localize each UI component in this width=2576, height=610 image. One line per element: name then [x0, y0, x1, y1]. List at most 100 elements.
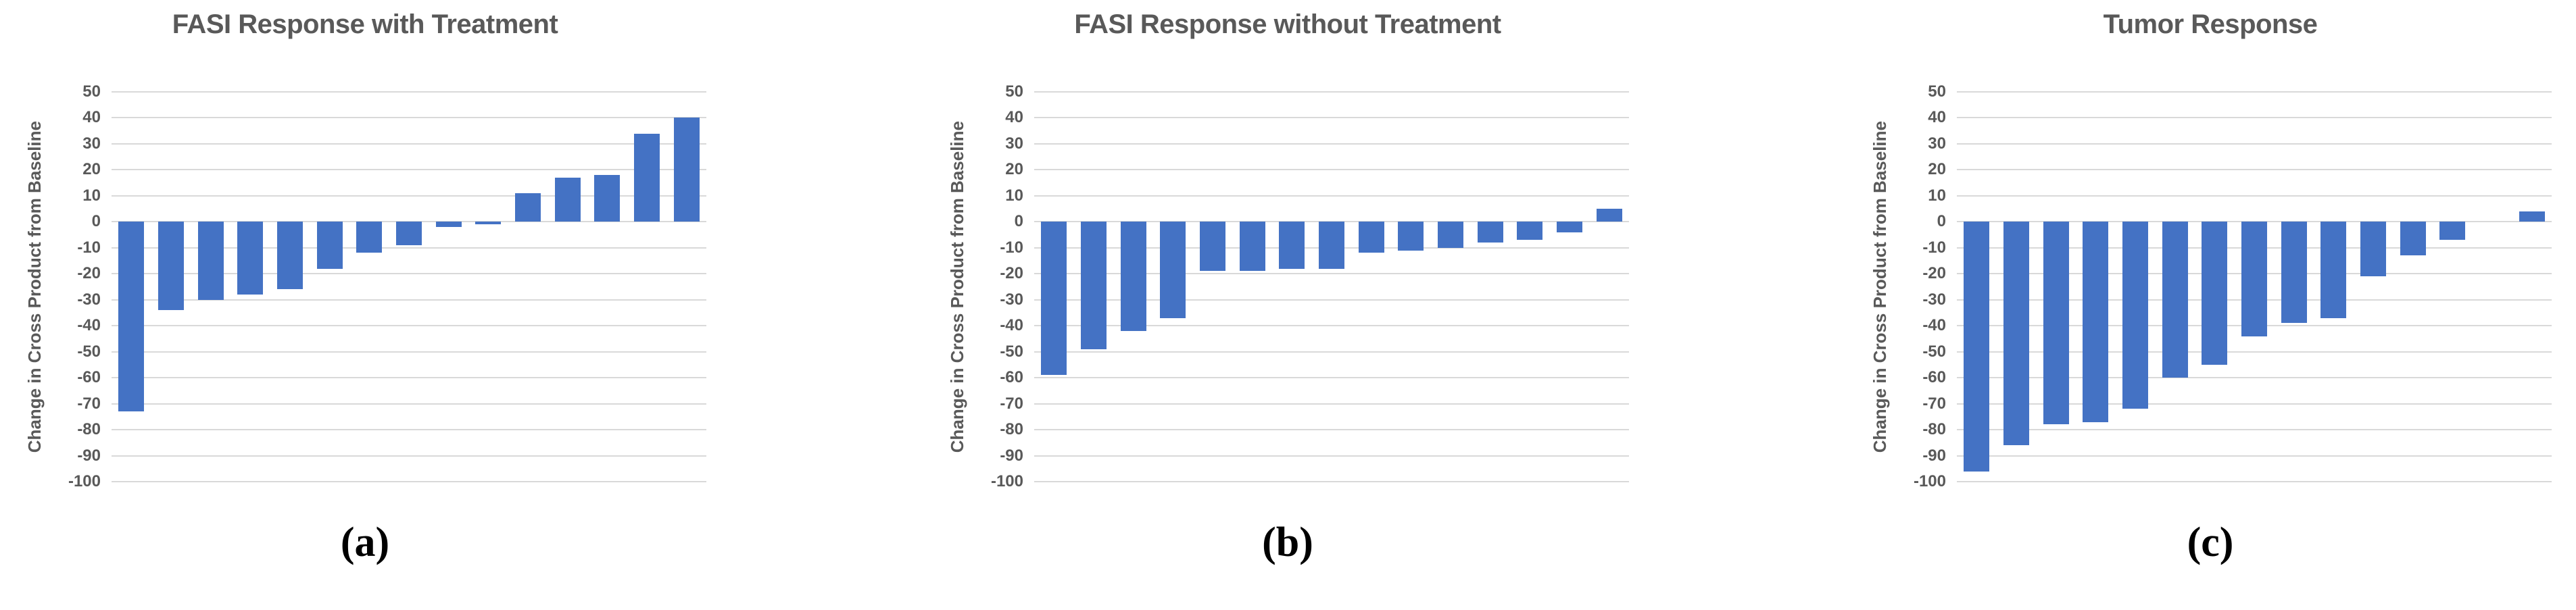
bar [475, 222, 502, 225]
bar [594, 175, 621, 222]
bar [2281, 222, 2307, 324]
gridline [1034, 299, 1629, 301]
y-tick-label: 10 [1928, 186, 1946, 205]
y-tick-label: -30 [1922, 290, 1946, 309]
gridline [112, 481, 706, 482]
bar [673, 118, 700, 222]
bar [634, 133, 660, 222]
bar [1279, 222, 1305, 269]
y-axis-label-text: Change in Cross Product from Baseline [946, 120, 967, 453]
y-tick-label: 0 [1937, 212, 1946, 231]
bar [2202, 222, 2228, 365]
y-tick-label: -90 [1000, 446, 1023, 465]
chart-caption: (c) [2187, 519, 2234, 565]
gridline [112, 195, 706, 197]
y-tick-label: -80 [77, 420, 101, 439]
bar [2003, 222, 2029, 446]
y-tick-label: -10 [1000, 238, 1023, 257]
y-tick-label: -40 [1922, 316, 1946, 335]
gridline [1957, 91, 2552, 93]
bar [2162, 222, 2188, 378]
y-tick-label: -20 [77, 264, 101, 283]
y-tick-label: -20 [1000, 264, 1023, 283]
gridline [1034, 377, 1629, 379]
y-tick-label: 50 [1005, 82, 1023, 101]
chart-panel-b: FASI Response without Treatment Change i… [940, 0, 1636, 610]
y-tick-label: 40 [1928, 108, 1946, 127]
bar [554, 177, 581, 222]
y-tick-label: -80 [1000, 420, 1023, 439]
bar [396, 222, 422, 245]
y-tick-label: -20 [1922, 264, 1946, 283]
chart-panel-c: Tumor Response Change in Cross Product f… [1862, 0, 2558, 610]
bar [1557, 222, 1582, 232]
bar [2439, 222, 2466, 240]
bar [356, 222, 383, 253]
bar [1239, 222, 1265, 272]
bar [197, 222, 224, 300]
y-tick-label: -90 [1922, 446, 1946, 465]
gridline [112, 429, 706, 431]
y-tick-label: -60 [1922, 368, 1946, 387]
gridline [112, 299, 706, 301]
gridline [1034, 351, 1629, 353]
bar [2519, 211, 2545, 222]
y-axis-ticks: 50 40 30 20 10 0 -10 -20 -30 -40 -50 -60 -70 -80 -90 -1… [967, 0, 1023, 610]
bar [1517, 222, 1543, 240]
chart-title: FASI Response without Treatment [1074, 9, 1501, 39]
y-tick-label: 50 [82, 82, 101, 101]
gridline [112, 455, 706, 457]
y-tick-label: -60 [1000, 368, 1023, 387]
y-tick-label: -50 [1000, 342, 1023, 361]
bar [2400, 222, 2426, 256]
bar [277, 222, 303, 290]
bar [515, 193, 541, 222]
gridline [1957, 429, 2552, 431]
bar [1200, 222, 1225, 272]
gridline [112, 325, 706, 327]
gridline [1957, 143, 2552, 145]
gridline [112, 403, 706, 405]
bar [2122, 222, 2148, 409]
bar [435, 222, 462, 228]
y-tick-label: -100 [68, 472, 101, 490]
gridline [1034, 455, 1629, 457]
y-tick-label: 40 [82, 108, 101, 127]
bar [118, 222, 145, 412]
gridline [1957, 481, 2552, 482]
gridline [1034, 169, 1629, 171]
y-axis-ticks: 50 40 30 20 10 0 -10 -20 -30 -40 -50 -60 -70 -80 -90 -1… [1889, 0, 1946, 610]
gridline [112, 351, 706, 353]
gridline [1034, 143, 1629, 145]
y-tick-label: 20 [82, 160, 101, 179]
bar [1398, 222, 1424, 251]
y-tick-label: 50 [1928, 82, 1946, 101]
y-tick-label: 0 [1014, 212, 1023, 231]
bar [316, 222, 343, 269]
y-tick-label: 0 [91, 212, 101, 231]
gridline [1034, 403, 1629, 405]
y-tick-label: -60 [77, 368, 101, 387]
chart-caption: (b) [1262, 519, 1313, 565]
y-tick-label: -40 [1000, 316, 1023, 335]
y-tick-label: 20 [1928, 160, 1946, 179]
y-tick-label: -40 [77, 316, 101, 335]
gridline [1034, 429, 1629, 431]
bar [1964, 222, 1990, 472]
bar [1120, 222, 1146, 331]
chart-title: Tumor Response [2103, 9, 2318, 39]
y-tick-label: -100 [990, 472, 1023, 490]
gridline [1957, 169, 2552, 171]
gridline [112, 117, 706, 119]
gridline [1034, 481, 1629, 482]
bar [2043, 222, 2069, 425]
gridline [1957, 117, 2552, 119]
y-tick-label: -70 [77, 394, 101, 413]
y-tick-label: 30 [82, 134, 101, 153]
gridline [1034, 91, 1629, 93]
y-axis-ticks: 50 40 30 20 10 0 -10 -20 -30 -40 -50 -60 -70 -80 -90 -1… [44, 0, 101, 610]
bar [1438, 222, 1463, 248]
bar [1358, 222, 1384, 253]
plot-area [1957, 91, 2552, 482]
bar [2241, 222, 2267, 336]
